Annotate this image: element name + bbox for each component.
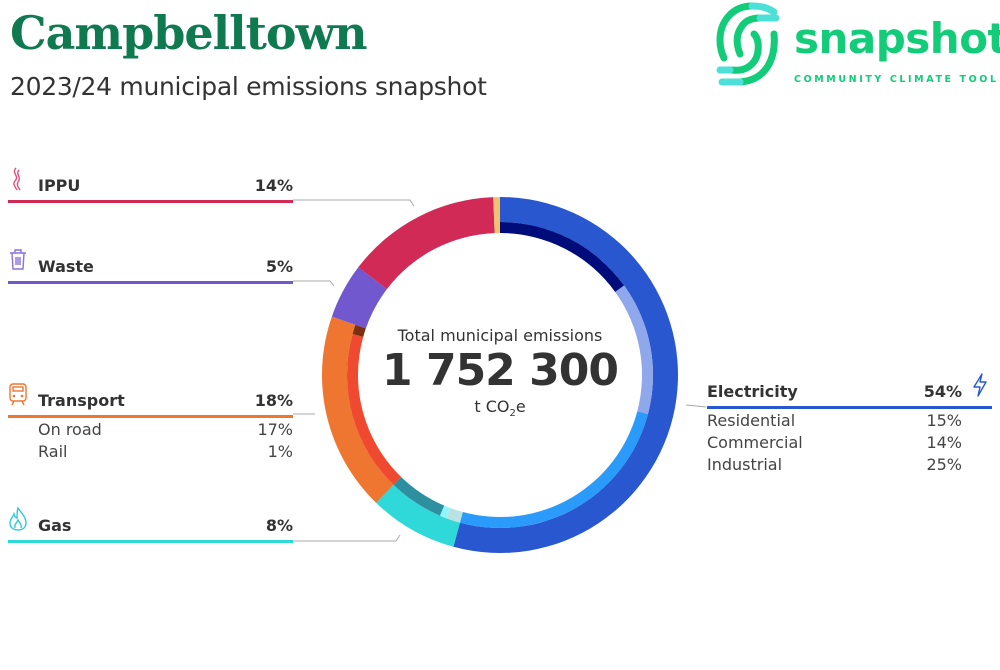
donut-subsegment-gas-sub-1 xyxy=(446,507,463,523)
category-name: Transport xyxy=(38,391,125,410)
leader-line-waste xyxy=(293,280,335,287)
donut-segment-ippu xyxy=(358,197,495,290)
trash-bin-icon xyxy=(10,249,26,270)
category-percent: 54% xyxy=(923,382,962,401)
category-percent: 5% xyxy=(265,257,293,276)
category-name: IPPU xyxy=(38,176,81,195)
subcategory-name: Residential xyxy=(707,411,796,430)
smoke-icon xyxy=(13,167,21,191)
unit-prefix: t CO xyxy=(474,397,510,416)
donut-segment-gas xyxy=(376,484,460,547)
total-value: 1 752 300 xyxy=(382,345,619,396)
subcategory-commercial: Commercial 14% xyxy=(707,431,962,453)
fingerprint-logo-icon xyxy=(716,2,780,86)
donut-subsegment-industrial xyxy=(459,411,648,528)
category-name: Electricity xyxy=(707,382,798,401)
subcategory-name: On road xyxy=(38,420,102,439)
subcategory-name: Industrial xyxy=(707,455,783,474)
category-transport: Transport 18% On road 17% Rail 1% xyxy=(8,383,293,462)
subcategory-on-road: On road 17% xyxy=(8,418,293,440)
subcategory-industrial: Industrial 25% xyxy=(707,453,962,475)
category-name: Waste xyxy=(38,257,94,276)
donut-subsegment-gas-sub-3 xyxy=(393,476,445,516)
category-electricity: Electricity 54% Residential 15% Commercia… xyxy=(707,373,992,475)
category-waste: Waste 5% xyxy=(8,249,293,284)
total-label: Total municipal emissions xyxy=(397,326,603,345)
subcategory-rail: Rail 1% xyxy=(8,440,293,462)
snapshot-logo: snapshot COMMUNITY CLIMATE TOOL xyxy=(712,0,1000,90)
donut-subsegment-on-road xyxy=(347,334,402,485)
unit-sub: 2 xyxy=(509,408,516,420)
donut-subsegment-gas-sub-2 xyxy=(439,505,451,519)
train-icon xyxy=(9,383,27,406)
subcategory-residential: Residential 15% xyxy=(707,409,962,431)
donut-subsegment-commercial xyxy=(615,285,653,415)
category-percent: 18% xyxy=(254,391,293,410)
logo-tagline: COMMUNITY CLIMATE TOOL xyxy=(794,74,999,85)
category-name: Gas xyxy=(38,516,72,535)
subcategory-percent: 25% xyxy=(926,455,962,474)
subcategory-percent: 14% xyxy=(926,433,962,452)
donut-subsegment-residential xyxy=(500,222,625,292)
donut-segment-waste xyxy=(331,267,387,329)
page-subtitle: 2023/24 municipal emissions snapshot xyxy=(10,72,487,101)
category-gas: Gas 8% xyxy=(8,506,293,543)
leader-line-gas xyxy=(293,534,401,542)
logo-wordmark: snapshot xyxy=(794,14,1000,63)
donut-segment-other xyxy=(493,197,500,234)
lightning-icon xyxy=(973,373,987,397)
subcategory-percent: 17% xyxy=(257,420,293,439)
category-percent: 8% xyxy=(265,516,293,535)
subcategory-percent: 1% xyxy=(267,442,293,461)
category-ippu: IPPU 14% xyxy=(8,167,293,203)
flame-icon xyxy=(9,506,27,531)
donut-subsegment-rail xyxy=(352,324,366,337)
leader-line-ippu xyxy=(293,199,415,207)
category-percent: 14% xyxy=(254,176,293,195)
leader-line-electricity xyxy=(685,404,707,408)
donut-segment-transport xyxy=(321,316,394,503)
total-emissions: Total municipal emissions 1 752 300 t CO… xyxy=(350,326,650,419)
unit-suffix: e xyxy=(515,397,526,416)
subcategory-name: Rail xyxy=(38,442,68,461)
subcategory-name: Commercial xyxy=(707,433,803,452)
subcategory-percent: 15% xyxy=(926,411,962,430)
page-title: Campbelltown xyxy=(10,6,368,60)
total-unit: t CO2e xyxy=(350,397,650,419)
